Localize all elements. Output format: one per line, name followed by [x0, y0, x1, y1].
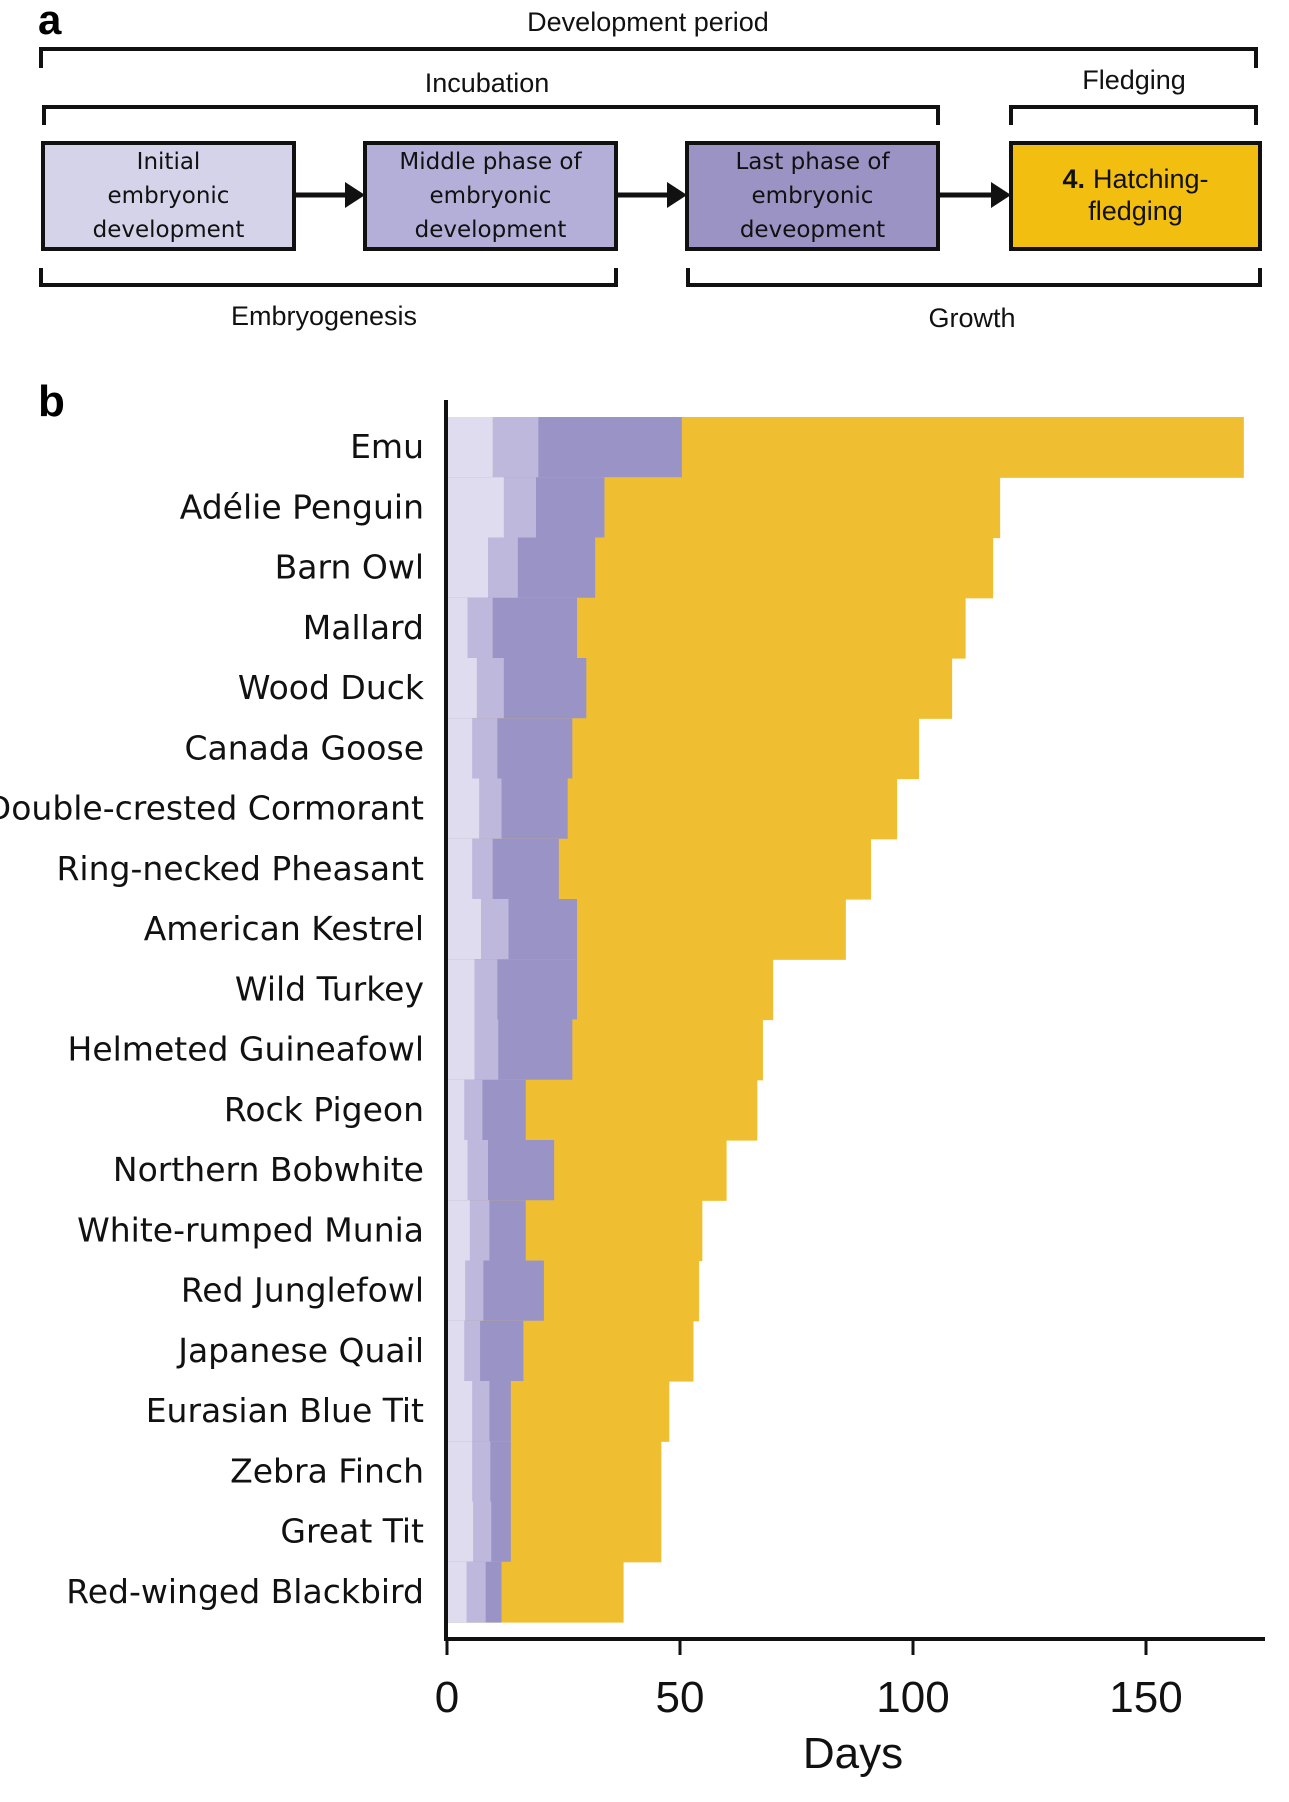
x-axis-title: Days	[803, 1729, 903, 1778]
species-label: Great Tit	[280, 1512, 424, 1551]
species-label: Wood Duck	[238, 668, 425, 707]
phase-box-line: Hatching-	[1093, 164, 1209, 194]
development-period-label: Development period	[527, 7, 769, 37]
phase-box-line: embryonic	[108, 183, 230, 209]
species-label: Wild Turkey	[235, 969, 424, 1008]
phase-box-4	[1009, 141, 1262, 251]
species-label: Zebra Finch	[230, 1451, 424, 1490]
bar-1-ring-necked-pheasant	[447, 838, 473, 900]
bar-1-great-tit	[447, 1501, 474, 1563]
species-label: Barn Owl	[275, 548, 424, 587]
embryogenesis-label: Embryogenesis	[231, 301, 417, 331]
phase-boxes: Initial embryonic development Middle phase …	[41, 141, 1262, 251]
bar-1-barn-owl	[447, 537, 489, 599]
x-tick-label: 50	[656, 1673, 705, 1722]
arrow-head-icon	[991, 182, 1011, 208]
species-labels: Emu Adélie Penguin Barn Owl Mallard Wood Duc…	[0, 427, 425, 1611]
phase-box-line: fledging	[1088, 196, 1183, 226]
arrow-head-icon	[667, 182, 687, 208]
species-label: Japanese Quail	[176, 1331, 424, 1370]
embryogenesis-bracket	[39, 268, 618, 287]
species-label: Eurasian Blue Tit	[146, 1391, 424, 1430]
species-label: Emu	[350, 427, 424, 466]
panel-a-letter: a	[38, 0, 62, 43]
fledging-bracket	[1009, 105, 1258, 125]
bar-1-double-crested-cormorant	[447, 778, 480, 840]
bar-1-white-rumped-munia	[447, 1200, 470, 1262]
bars	[447, 417, 1244, 1623]
x-ticks: 0 50 100 150	[435, 1639, 1183, 1722]
phase-box-text: 4. Hatching-	[1062, 164, 1208, 194]
bar-1-red-winged-blackbird	[447, 1561, 467, 1623]
species-label: Ring-necked Pheasant	[56, 849, 424, 888]
bar-1-red-junglefowl	[447, 1260, 466, 1322]
species-label: White-rumped Munia	[77, 1210, 424, 1249]
growth-label: Growth	[928, 303, 1015, 333]
phase-box-line: embryonic	[430, 183, 552, 209]
phase-box-2	[363, 141, 618, 251]
species-label: Red-winged Blackbird	[66, 1572, 424, 1611]
panel-b-letter: b	[38, 377, 65, 426]
phase-box-line: deveopment	[740, 217, 885, 243]
bar-1-wood-duck	[447, 658, 477, 719]
phase-box-line: Initial	[137, 149, 201, 175]
phase-number: 4.	[1062, 164, 1085, 194]
development-period-bracket	[39, 47, 1258, 68]
bar-1-wild-turkey	[447, 959, 475, 1021]
bar-1-zebra-finch	[447, 1441, 473, 1503]
species-label: Red Junglefowl	[181, 1271, 424, 1310]
phase-box-line: Last phase of	[735, 149, 890, 175]
bar-1-emu	[447, 417, 493, 478]
species-label: Mallard	[303, 608, 424, 647]
x-tick-label: 150	[1109, 1673, 1182, 1722]
fledging-label: Fledging	[1082, 65, 1186, 95]
phase-box-1	[41, 141, 296, 251]
species-label: Canada Goose	[184, 728, 424, 767]
arrow-head-icon	[345, 182, 365, 208]
x-tick-label: 0	[435, 1673, 459, 1722]
bar-1-helmeted-guineafowl	[447, 1019, 475, 1081]
species-label: Rock Pigeon	[224, 1090, 424, 1129]
incubation-bracket	[42, 105, 940, 125]
phase-box-line: embryonic	[752, 183, 874, 209]
bar-1-ad-lie-penguin	[447, 477, 504, 539]
species-label: Northern Bobwhite	[113, 1150, 424, 1189]
phase-box-3	[685, 141, 940, 251]
species-label: Adélie Penguin	[180, 487, 424, 526]
phase-box-line: Middle phase of	[399, 149, 582, 175]
bar-1-northern-bobwhite	[447, 1140, 468, 1201]
x-tick-label: 100	[876, 1673, 949, 1722]
bar-1-japanese-quail	[447, 1320, 465, 1382]
phase-box-line: development	[93, 217, 245, 243]
bar-1-rock-pigeon	[447, 1079, 465, 1141]
bar-1-canada-goose	[447, 718, 473, 780]
bar-1-eurasian-blue-tit	[447, 1381, 473, 1442]
bar-1-mallard	[447, 597, 468, 659]
phase-box-line: development	[415, 217, 567, 243]
growth-bracket	[686, 268, 1262, 287]
species-label: Helmeted Guineafowl	[68, 1030, 424, 1069]
species-label: Double-crested Cormorant	[0, 789, 424, 828]
species-label: American Kestrel	[144, 909, 424, 948]
incubation-label: Incubation	[425, 68, 550, 98]
bar-1-american-kestrel	[447, 899, 482, 960]
